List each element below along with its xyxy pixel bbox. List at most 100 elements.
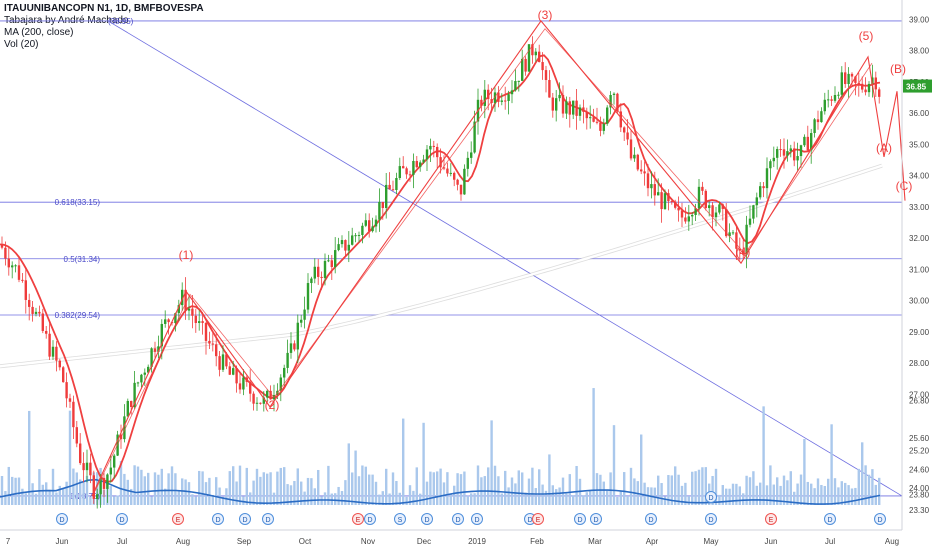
volume-bar — [75, 472, 78, 505]
volume-bar — [136, 466, 140, 505]
volume-bar — [334, 493, 337, 505]
candle-body — [45, 330, 48, 334]
volume-bar — [735, 483, 738, 505]
candle-body — [347, 244, 350, 251]
volume-bar — [609, 472, 612, 505]
candle-body — [680, 210, 684, 218]
candle-body — [745, 224, 748, 255]
candle-body — [602, 123, 605, 131]
volume-bar — [813, 488, 816, 505]
event-marker — [56, 513, 68, 525]
ma200-shadow — [0, 163, 883, 369]
candle-body — [844, 72, 847, 85]
candle-body — [167, 319, 170, 323]
volume-bar — [670, 475, 673, 505]
candle-body — [684, 217, 687, 222]
event-marker — [874, 513, 886, 525]
volume-bar — [317, 469, 320, 505]
volume-bar — [517, 470, 520, 505]
candle-body — [330, 260, 333, 268]
volume-bar — [228, 471, 231, 505]
candle-body — [252, 393, 255, 404]
volume-bar — [412, 490, 415, 505]
volume-bar — [41, 484, 44, 505]
candle-body — [204, 322, 208, 341]
event-marker-label: E — [536, 517, 541, 524]
candle-body — [864, 89, 867, 93]
volume-bar — [521, 472, 524, 505]
candle-body — [446, 168, 449, 174]
fib-label: 0.5(31.34) — [64, 255, 101, 264]
candle-body — [589, 117, 592, 119]
candle-body — [470, 152, 473, 158]
volume-bar — [405, 496, 408, 505]
volume-bar — [354, 450, 357, 505]
candle-body — [215, 344, 218, 357]
candle-body — [310, 278, 313, 284]
volume-bar — [568, 474, 571, 505]
event-marker — [172, 513, 184, 525]
y-tick-label: 24.00 — [909, 484, 930, 493]
candle-body — [133, 382, 136, 408]
y-tick-label: 36.00 — [909, 109, 930, 118]
volume-bar — [167, 473, 170, 505]
candle-body — [184, 289, 187, 311]
volume-bar — [51, 468, 55, 505]
candle-body — [317, 266, 320, 277]
event-marker-label: D — [877, 517, 882, 524]
volume-bar — [357, 476, 361, 505]
candle-body — [738, 248, 741, 251]
candle-body — [691, 214, 694, 217]
candle-body — [837, 94, 840, 96]
candle-body — [657, 192, 660, 196]
volume-bar — [572, 495, 575, 505]
volume-bar — [606, 490, 609, 505]
y-tick-label: 32.00 — [909, 234, 930, 243]
candle-body — [466, 157, 469, 169]
candle-body — [102, 477, 106, 489]
candle-body — [174, 313, 177, 324]
volume-bar — [21, 488, 24, 505]
volume-bar — [623, 472, 626, 505]
candle-body — [113, 455, 116, 468]
volume-bar — [351, 472, 354, 505]
candle-body — [765, 168, 769, 189]
volume-bar — [300, 481, 303, 505]
candle-body — [782, 149, 786, 156]
candle-body — [344, 240, 347, 251]
volume-bar — [130, 488, 133, 505]
candle-body — [48, 333, 51, 357]
volume-bar — [565, 493, 568, 505]
candle-body — [187, 308, 191, 311]
volume-bar — [755, 485, 758, 505]
candle-body — [762, 186, 765, 189]
volume-bar — [371, 474, 374, 505]
volume-bar — [555, 489, 558, 505]
volume-bar — [772, 484, 775, 505]
candle-body — [789, 148, 792, 152]
event-marker — [705, 491, 717, 503]
volume-bar — [225, 488, 228, 505]
candle-body — [854, 76, 857, 83]
volume-bar — [327, 465, 330, 505]
candle-body — [663, 193, 667, 210]
volume-bar — [310, 478, 313, 505]
candle-body — [449, 172, 452, 174]
volume-bar — [725, 488, 728, 505]
candle-body — [283, 367, 286, 378]
event-marker-label: D — [593, 517, 598, 524]
volume-bar — [612, 425, 616, 505]
volume-bar — [643, 482, 646, 505]
volume-bar — [235, 481, 238, 505]
volume-bar — [861, 442, 864, 505]
lines-layer — [0, 55, 883, 505]
candle-body — [823, 99, 826, 112]
candle-body — [354, 235, 357, 237]
event-marker-label: D — [455, 517, 460, 524]
volume-bar — [164, 488, 167, 505]
volume-bar — [765, 485, 769, 505]
candle-body — [442, 167, 446, 169]
event-marker-label: D — [474, 517, 479, 524]
volume-bar — [201, 471, 204, 505]
